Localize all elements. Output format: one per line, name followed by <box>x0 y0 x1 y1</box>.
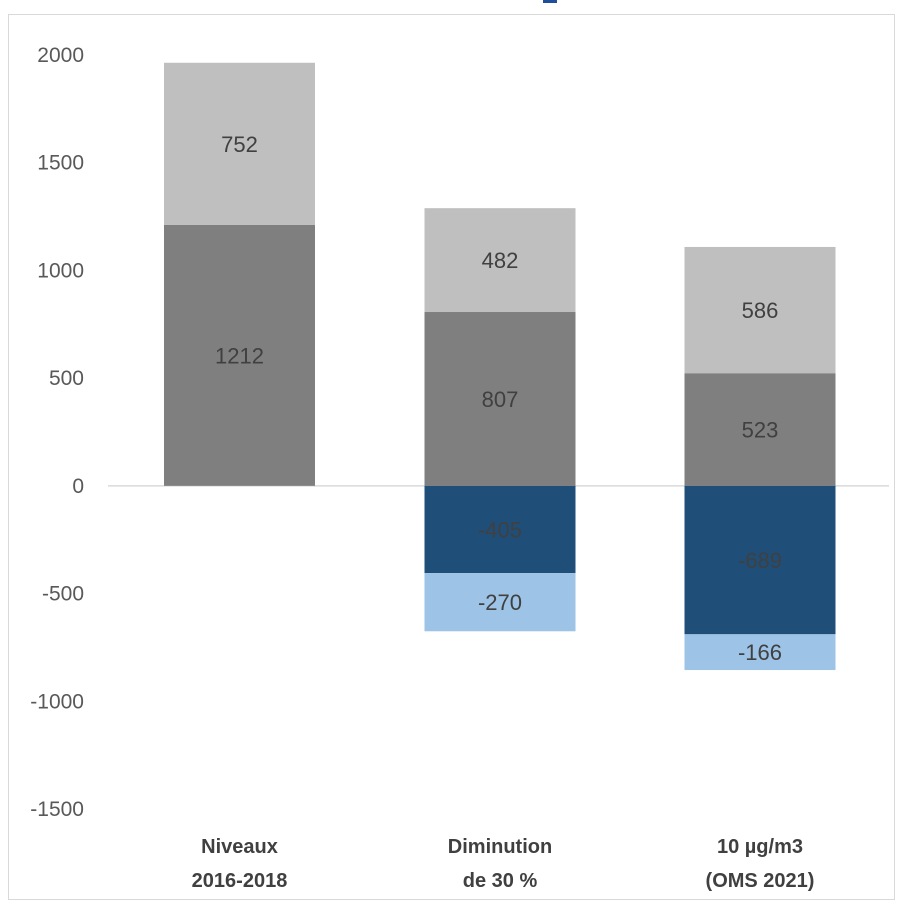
y-axis: 2000 1500 1000 500 0 -500 -1000 -1500 <box>30 44 84 821</box>
x-category-label: de 30 % <box>463 870 538 892</box>
bar-segment <box>684 373 836 486</box>
y-tick-label: 1000 <box>37 259 84 282</box>
data-label: 752 <box>221 132 258 157</box>
bar-segment <box>164 224 315 486</box>
y-tick-label: 500 <box>49 367 84 390</box>
chart-frame <box>8 14 895 900</box>
y-tick-label: 2000 <box>37 44 84 67</box>
x-axis: Niveaux 2016-2018 Diminution de 30 % 10 µg/m… <box>192 836 815 892</box>
data-label: 523 <box>742 418 779 443</box>
data-label: -166 <box>738 640 782 665</box>
bars <box>164 62 836 671</box>
bar-segment <box>424 312 576 486</box>
x-category-label: 2016-2018 <box>192 870 288 892</box>
segment-labels: 1212 752 807 482 -405 -270 523 586 -689 -166 <box>215 132 782 665</box>
x-category-label: Diminution <box>448 836 552 858</box>
data-label: -405 <box>478 517 522 542</box>
y-tick-label: 1500 <box>37 152 84 175</box>
data-label: -270 <box>478 590 522 615</box>
x-category-label: (OMS 2021) <box>706 870 815 892</box>
y-tick-label: 0 <box>72 475 84 498</box>
bar-segment <box>684 634 836 671</box>
bar-segment <box>424 573 576 632</box>
top-accent-mark <box>543 0 557 3</box>
bar-segment <box>164 62 315 225</box>
bar-segment <box>424 485 576 574</box>
x-category-label: Niveaux <box>201 836 278 858</box>
bar-segment <box>684 485 836 635</box>
bar-segment <box>684 246 836 374</box>
data-label: 482 <box>482 248 519 273</box>
data-label: 1212 <box>215 343 264 368</box>
y-tick-label: -1500 <box>30 798 84 821</box>
data-label: 807 <box>482 387 519 412</box>
bar-segment <box>424 208 576 313</box>
y-tick-label: -500 <box>42 583 84 606</box>
data-label: -689 <box>738 548 782 573</box>
x-category-label: 10 µg/m3 <box>717 836 803 858</box>
data-label: 586 <box>742 298 779 323</box>
y-tick-label: -1000 <box>30 690 84 713</box>
